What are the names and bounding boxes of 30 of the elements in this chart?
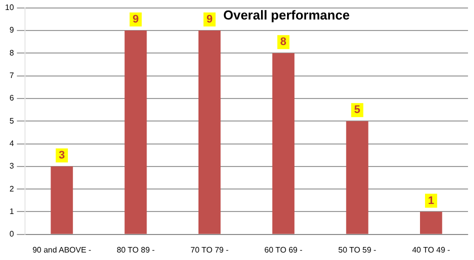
- bar: [272, 53, 294, 234]
- data-label: 8: [280, 36, 286, 48]
- bar: [420, 212, 442, 234]
- bar: [50, 166, 73, 234]
- data-label: 3: [58, 149, 65, 162]
- y-tick-label: 6: [9, 94, 14, 103]
- y-tick-label: 7: [9, 70, 14, 80]
- bar: [198, 30, 221, 234]
- y-tick-label: 3: [9, 162, 14, 171]
- x-tick-label: 70 TO 79 -: [190, 245, 229, 254]
- data-label: 1: [428, 194, 434, 207]
- data-label: 5: [354, 104, 360, 116]
- y-tick-label: 2: [9, 184, 14, 194]
- data-label: 9: [132, 13, 139, 26]
- y-tick-label: 5: [9, 116, 14, 126]
- bar: [124, 30, 147, 234]
- x-tick-label: 90 and ABOVE -: [32, 245, 92, 254]
- y-tick-label: 9: [9, 26, 14, 35]
- x-tick-label: 60 TO 69 -: [264, 245, 303, 254]
- y-tick-label: 1: [9, 206, 14, 216]
- x-tick-label: 80 TO 89 -: [116, 245, 155, 254]
- x-tick-label: 40 TO 49 -: [412, 245, 450, 254]
- y-tick-label: 0: [9, 230, 14, 239]
- data-label: 9: [206, 13, 213, 26]
- x-tick-label: 50 TO 59 -: [338, 245, 377, 254]
- chart-title: Overall performance: [223, 7, 350, 22]
- y-tick-label: 4: [9, 138, 14, 148]
- y-tick-label: 10: [4, 3, 14, 12]
- y-tick-label: 8: [9, 48, 14, 58]
- bar: [346, 121, 368, 234]
